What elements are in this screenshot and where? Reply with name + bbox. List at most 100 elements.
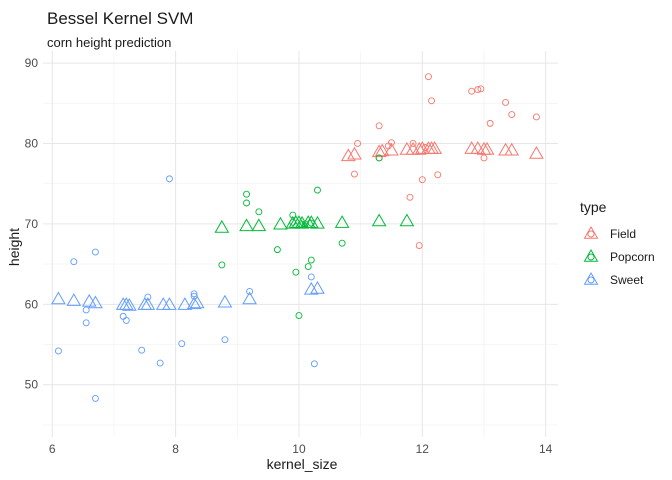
observed-point bbox=[138, 346, 146, 354]
y-axis-title: height bbox=[6, 228, 22, 266]
data-points bbox=[51, 73, 544, 402]
legend-item-sweet: Sweet bbox=[583, 272, 644, 287]
observed-point bbox=[354, 140, 362, 147]
x-tick-label: 12 bbox=[416, 442, 430, 456]
observed-point bbox=[91, 248, 99, 256]
observed-point bbox=[221, 336, 229, 344]
predicted-point bbox=[498, 142, 513, 156]
observed-point bbox=[338, 239, 346, 247]
axis-ticks: 6 8 10 12 14 50 60 70 80 90 bbox=[25, 56, 553, 456]
observed-point bbox=[82, 319, 90, 327]
predicted-point bbox=[189, 295, 205, 309]
x-tick-label: 10 bbox=[292, 442, 306, 456]
observed-point bbox=[295, 312, 303, 320]
predicted-point bbox=[66, 293, 82, 306]
legend-label: Popcorn bbox=[610, 250, 655, 264]
legend-circle-key bbox=[587, 276, 595, 284]
predicted-point bbox=[374, 143, 390, 157]
predicted-point bbox=[121, 297, 137, 311]
observed-point bbox=[243, 190, 250, 198]
predicted-point bbox=[251, 218, 267, 232]
predicted-point bbox=[291, 215, 307, 228]
predicted-point bbox=[118, 297, 134, 310]
predicted-point bbox=[88, 295, 103, 309]
legend-title: type bbox=[580, 199, 607, 215]
observed-point bbox=[425, 73, 432, 81]
predicted-point bbox=[371, 213, 387, 227]
observed-point bbox=[122, 316, 130, 324]
predicted-point bbox=[411, 141, 427, 155]
legend-circle-key bbox=[587, 230, 595, 238]
observed-point bbox=[218, 261, 226, 269]
observed-point bbox=[165, 175, 173, 183]
y-tick-label: 50 bbox=[25, 378, 39, 392]
legend-circle-key bbox=[587, 253, 595, 261]
observed-point bbox=[532, 113, 540, 121]
observed-point bbox=[468, 87, 476, 95]
observed-point bbox=[119, 312, 127, 320]
legend-item-field: Field bbox=[583, 226, 636, 241]
y-tick-label: 70 bbox=[25, 217, 39, 231]
predicted-point bbox=[334, 215, 350, 228]
predicted-point bbox=[405, 141, 421, 155]
observed-point bbox=[474, 86, 482, 94]
predicted-point bbox=[294, 215, 310, 229]
observed-point bbox=[477, 85, 485, 93]
predicted-point bbox=[347, 146, 362, 160]
gridlines bbox=[43, 51, 558, 437]
observed-point bbox=[351, 170, 358, 178]
observed-point bbox=[409, 140, 417, 147]
predicted-point bbox=[384, 142, 399, 156]
series-sweet bbox=[51, 175, 325, 402]
legend-label: Field bbox=[610, 227, 636, 241]
predicted-point bbox=[310, 281, 325, 294]
observed-point bbox=[375, 122, 383, 130]
predicted-point bbox=[340, 148, 356, 162]
observed-point bbox=[54, 347, 62, 355]
y-tick-label: 90 bbox=[25, 56, 39, 70]
predicted-point bbox=[504, 142, 520, 156]
observed-point bbox=[314, 186, 321, 194]
predicted-point bbox=[214, 219, 230, 233]
predicted-point bbox=[399, 141, 415, 155]
predicted-point bbox=[140, 297, 156, 310]
observed-point bbox=[428, 97, 436, 105]
observed-point bbox=[178, 340, 186, 348]
observed-point bbox=[289, 211, 297, 219]
observed-point bbox=[418, 176, 426, 184]
observed-point bbox=[255, 208, 263, 216]
legend-item-popcorn: Popcorn bbox=[583, 249, 655, 264]
predicted-point bbox=[155, 297, 171, 310]
predicted-point bbox=[51, 291, 66, 305]
observed-point bbox=[292, 268, 300, 276]
observed-point bbox=[70, 258, 78, 266]
predicted-point bbox=[162, 297, 177, 310]
predicted-point bbox=[399, 213, 415, 227]
predicted-point bbox=[186, 296, 202, 310]
observed-point bbox=[406, 193, 414, 201]
legend-triangle-key bbox=[583, 272, 599, 285]
predicted-point bbox=[529, 145, 544, 159]
observed-point bbox=[310, 360, 318, 368]
observed-point bbox=[243, 199, 250, 207]
predicted-point bbox=[427, 141, 443, 154]
predicted-point bbox=[310, 215, 325, 229]
y-tick-label: 80 bbox=[25, 136, 39, 150]
observed-point bbox=[307, 256, 315, 264]
x-axis-title: kernel_size bbox=[267, 456, 338, 472]
observed-point bbox=[502, 99, 510, 106]
observed-point bbox=[144, 293, 152, 301]
observed-point bbox=[82, 306, 90, 314]
observed-point bbox=[388, 139, 395, 147]
predicted-point bbox=[239, 218, 254, 232]
observed-point bbox=[508, 111, 516, 118]
observed-point bbox=[486, 119, 494, 127]
series-field bbox=[340, 73, 544, 250]
observed-point bbox=[307, 273, 315, 281]
x-tick-label: 6 bbox=[49, 442, 56, 456]
observed-point bbox=[91, 394, 99, 402]
legend-items: Field Popcorn Sweet bbox=[583, 226, 655, 287]
predicted-point bbox=[81, 293, 97, 307]
series-popcorn bbox=[214, 154, 415, 320]
observed-point bbox=[273, 246, 281, 254]
